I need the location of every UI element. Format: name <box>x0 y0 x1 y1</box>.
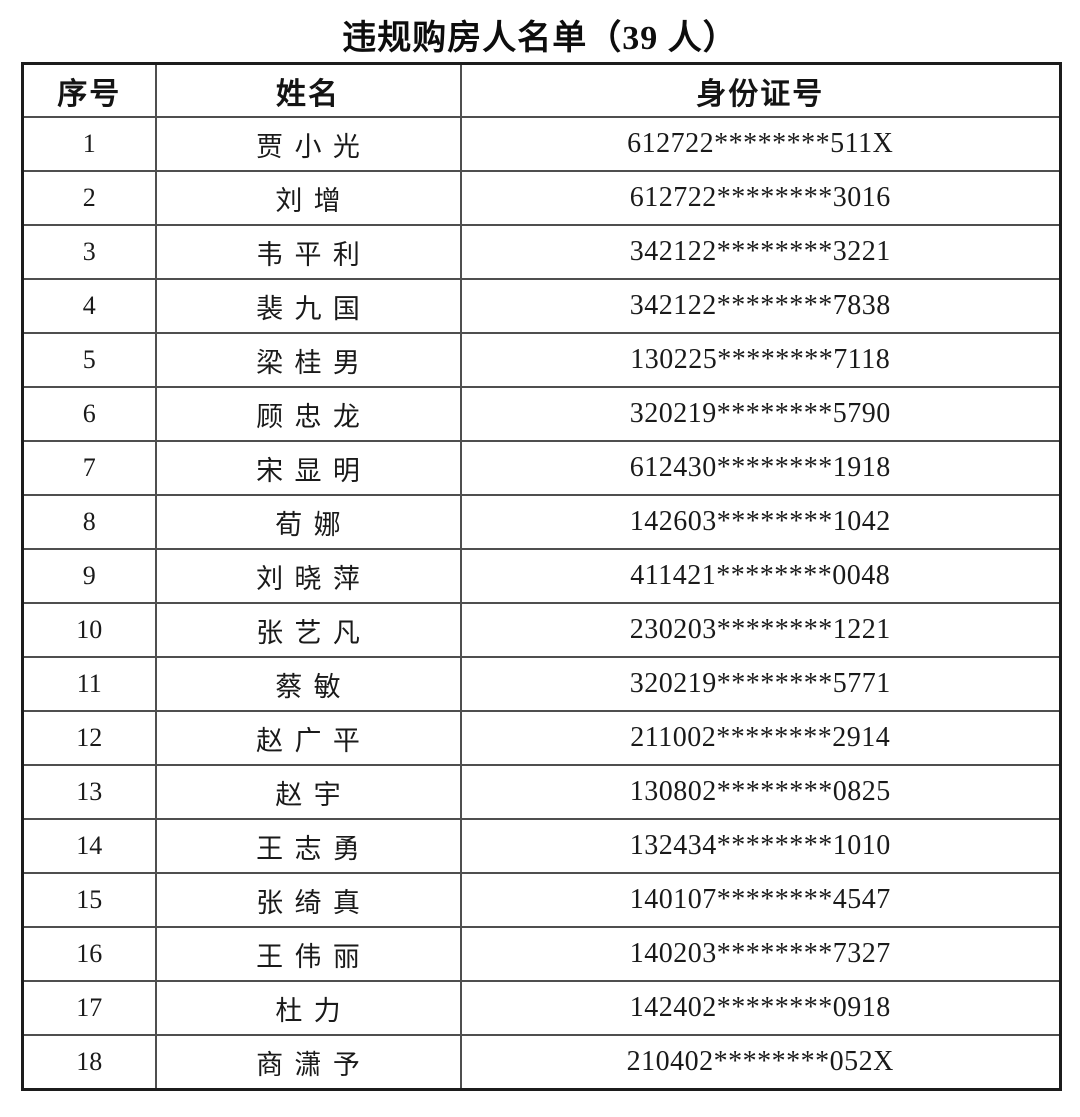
id-cell: 140203********7327 <box>459 926 1062 982</box>
serial-cell: 3 <box>21 224 157 280</box>
name-cell: 梁桂男 <box>154 332 462 388</box>
violators-table: 序号 姓名 身份证号 1 贾小光 612722********511X 2 刘增 6127… <box>21 62 1062 1091</box>
table-row: 10 张艺凡 230203********1221 <box>21 602 1062 658</box>
table-row: 4 裴九国 342122********7838 <box>21 278 1062 334</box>
id-cell: 210402********052X <box>459 1034 1062 1091</box>
name-cell: 赵宇 <box>154 764 462 820</box>
table-body: 1 贾小光 612722********511X 2 刘增 612722********3… <box>21 116 1062 1091</box>
id-cell: 612722********3016 <box>459 170 1062 226</box>
name-cell: 张绮真 <box>154 872 462 928</box>
table-row: 12 赵广平 211002********2914 <box>21 710 1062 766</box>
name-cell: 赵广平 <box>154 710 462 766</box>
serial-cell: 1 <box>21 116 157 172</box>
name-cell: 张艺凡 <box>154 602 462 658</box>
serial-cell: 16 <box>21 926 157 982</box>
serial-cell: 11 <box>21 656 157 712</box>
serial-cell: 8 <box>21 494 157 550</box>
header-id-number: 身份证号 <box>459 62 1062 118</box>
serial-cell: 14 <box>21 818 157 874</box>
serial-cell: 2 <box>21 170 157 226</box>
table-row: 18 商潇予 210402********052X <box>21 1034 1062 1091</box>
id-cell: 132434********1010 <box>459 818 1062 874</box>
id-cell: 320219********5771 <box>459 656 1062 712</box>
table-row: 3 韦平利 342122********3221 <box>21 224 1062 280</box>
name-cell: 韦平利 <box>154 224 462 280</box>
serial-cell: 18 <box>21 1034 157 1091</box>
name-cell: 王伟丽 <box>154 926 462 982</box>
table-header-row: 序号 姓名 身份证号 <box>21 62 1062 118</box>
serial-cell: 9 <box>21 548 157 604</box>
serial-cell: 6 <box>21 386 157 442</box>
table-row: 6 顾忠龙 320219********5790 <box>21 386 1062 442</box>
table-row: 1 贾小光 612722********511X <box>21 116 1062 172</box>
id-cell: 411421********0048 <box>459 548 1062 604</box>
serial-cell: 10 <box>21 602 157 658</box>
serial-cell: 7 <box>21 440 157 496</box>
serial-cell: 4 <box>21 278 157 334</box>
serial-cell: 17 <box>21 980 157 1036</box>
id-cell: 230203********1221 <box>459 602 1062 658</box>
table-row: 16 王伟丽 140203********7327 <box>21 926 1062 982</box>
name-cell: 荀娜 <box>154 494 462 550</box>
table-row: 14 王志勇 132434********1010 <box>21 818 1062 874</box>
table-row: 9 刘晓萍 411421********0048 <box>21 548 1062 604</box>
name-cell: 刘晓萍 <box>154 548 462 604</box>
page-title: 违规购房人名单（39 人） <box>342 20 738 57</box>
name-cell: 蔡敏 <box>154 656 462 712</box>
serial-cell: 15 <box>21 872 157 928</box>
table-row: 17 杜力 142402********0918 <box>21 980 1062 1036</box>
id-cell: 342122********7838 <box>459 278 1062 334</box>
name-cell: 顾忠龙 <box>154 386 462 442</box>
table-row: 15 张绮真 140107********4547 <box>21 872 1062 928</box>
name-cell: 裴九国 <box>154 278 462 334</box>
name-cell: 刘增 <box>154 170 462 226</box>
table-row: 7 宋显明 612430********1918 <box>21 440 1062 496</box>
table-row: 8 荀娜 142603********1042 <box>21 494 1062 550</box>
header-name: 姓名 <box>154 62 462 118</box>
header-serial-number: 序号 <box>21 62 157 118</box>
name-cell: 杜力 <box>154 980 462 1036</box>
table-row: 13 赵宇 130802********0825 <box>21 764 1062 820</box>
serial-cell: 12 <box>21 710 157 766</box>
name-cell: 商潇予 <box>154 1034 462 1091</box>
id-cell: 142402********0918 <box>459 980 1062 1036</box>
name-cell: 宋显明 <box>154 440 462 496</box>
id-cell: 130225********7118 <box>459 332 1062 388</box>
name-cell: 王志勇 <box>154 818 462 874</box>
table-row: 11 蔡敏 320219********5771 <box>21 656 1062 712</box>
id-cell: 612722********511X <box>459 116 1062 172</box>
serial-cell: 13 <box>21 764 157 820</box>
table-header: 序号 姓名 身份证号 <box>21 62 1062 118</box>
name-cell: 贾小光 <box>154 116 462 172</box>
id-cell: 342122********3221 <box>459 224 1062 280</box>
id-cell: 140107********4547 <box>459 872 1062 928</box>
id-cell: 211002********2914 <box>459 710 1062 766</box>
serial-cell: 5 <box>21 332 157 388</box>
table-row: 5 梁桂男 130225********7118 <box>21 332 1062 388</box>
table-row: 2 刘增 612722********3016 <box>21 170 1062 226</box>
id-cell: 612430********1918 <box>459 440 1062 496</box>
id-cell: 142603********1042 <box>459 494 1062 550</box>
id-cell: 320219********5790 <box>459 386 1062 442</box>
id-cell: 130802********0825 <box>459 764 1062 820</box>
